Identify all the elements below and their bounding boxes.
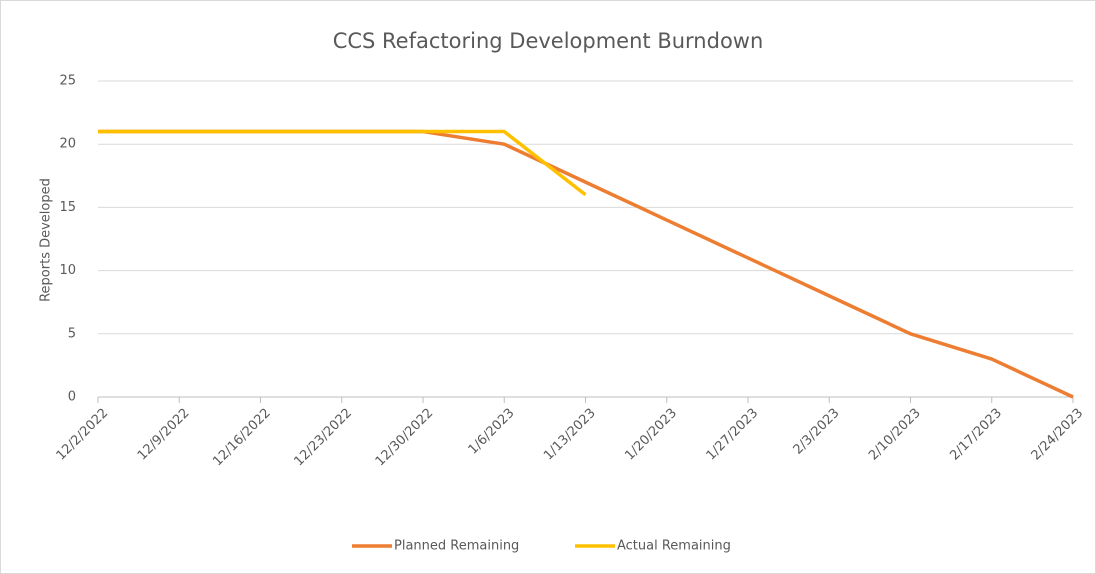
- y-tick-label: 10: [59, 263, 76, 278]
- series-line: [98, 129, 587, 197]
- legend-label: Planned Remaining: [394, 539, 519, 554]
- y-tick-label: 20: [59, 137, 76, 152]
- y-axis-label: Reports Developed: [39, 178, 54, 302]
- y-tick-label: 25: [59, 74, 76, 89]
- y-tick-label: 0: [68, 390, 76, 405]
- legend-label: Actual Remaining: [617, 539, 731, 554]
- chart-title: CCS Refactoring Development Burndown: [333, 29, 764, 53]
- y-tick-label: 5: [68, 326, 76, 341]
- y-tick-label: 15: [59, 200, 76, 215]
